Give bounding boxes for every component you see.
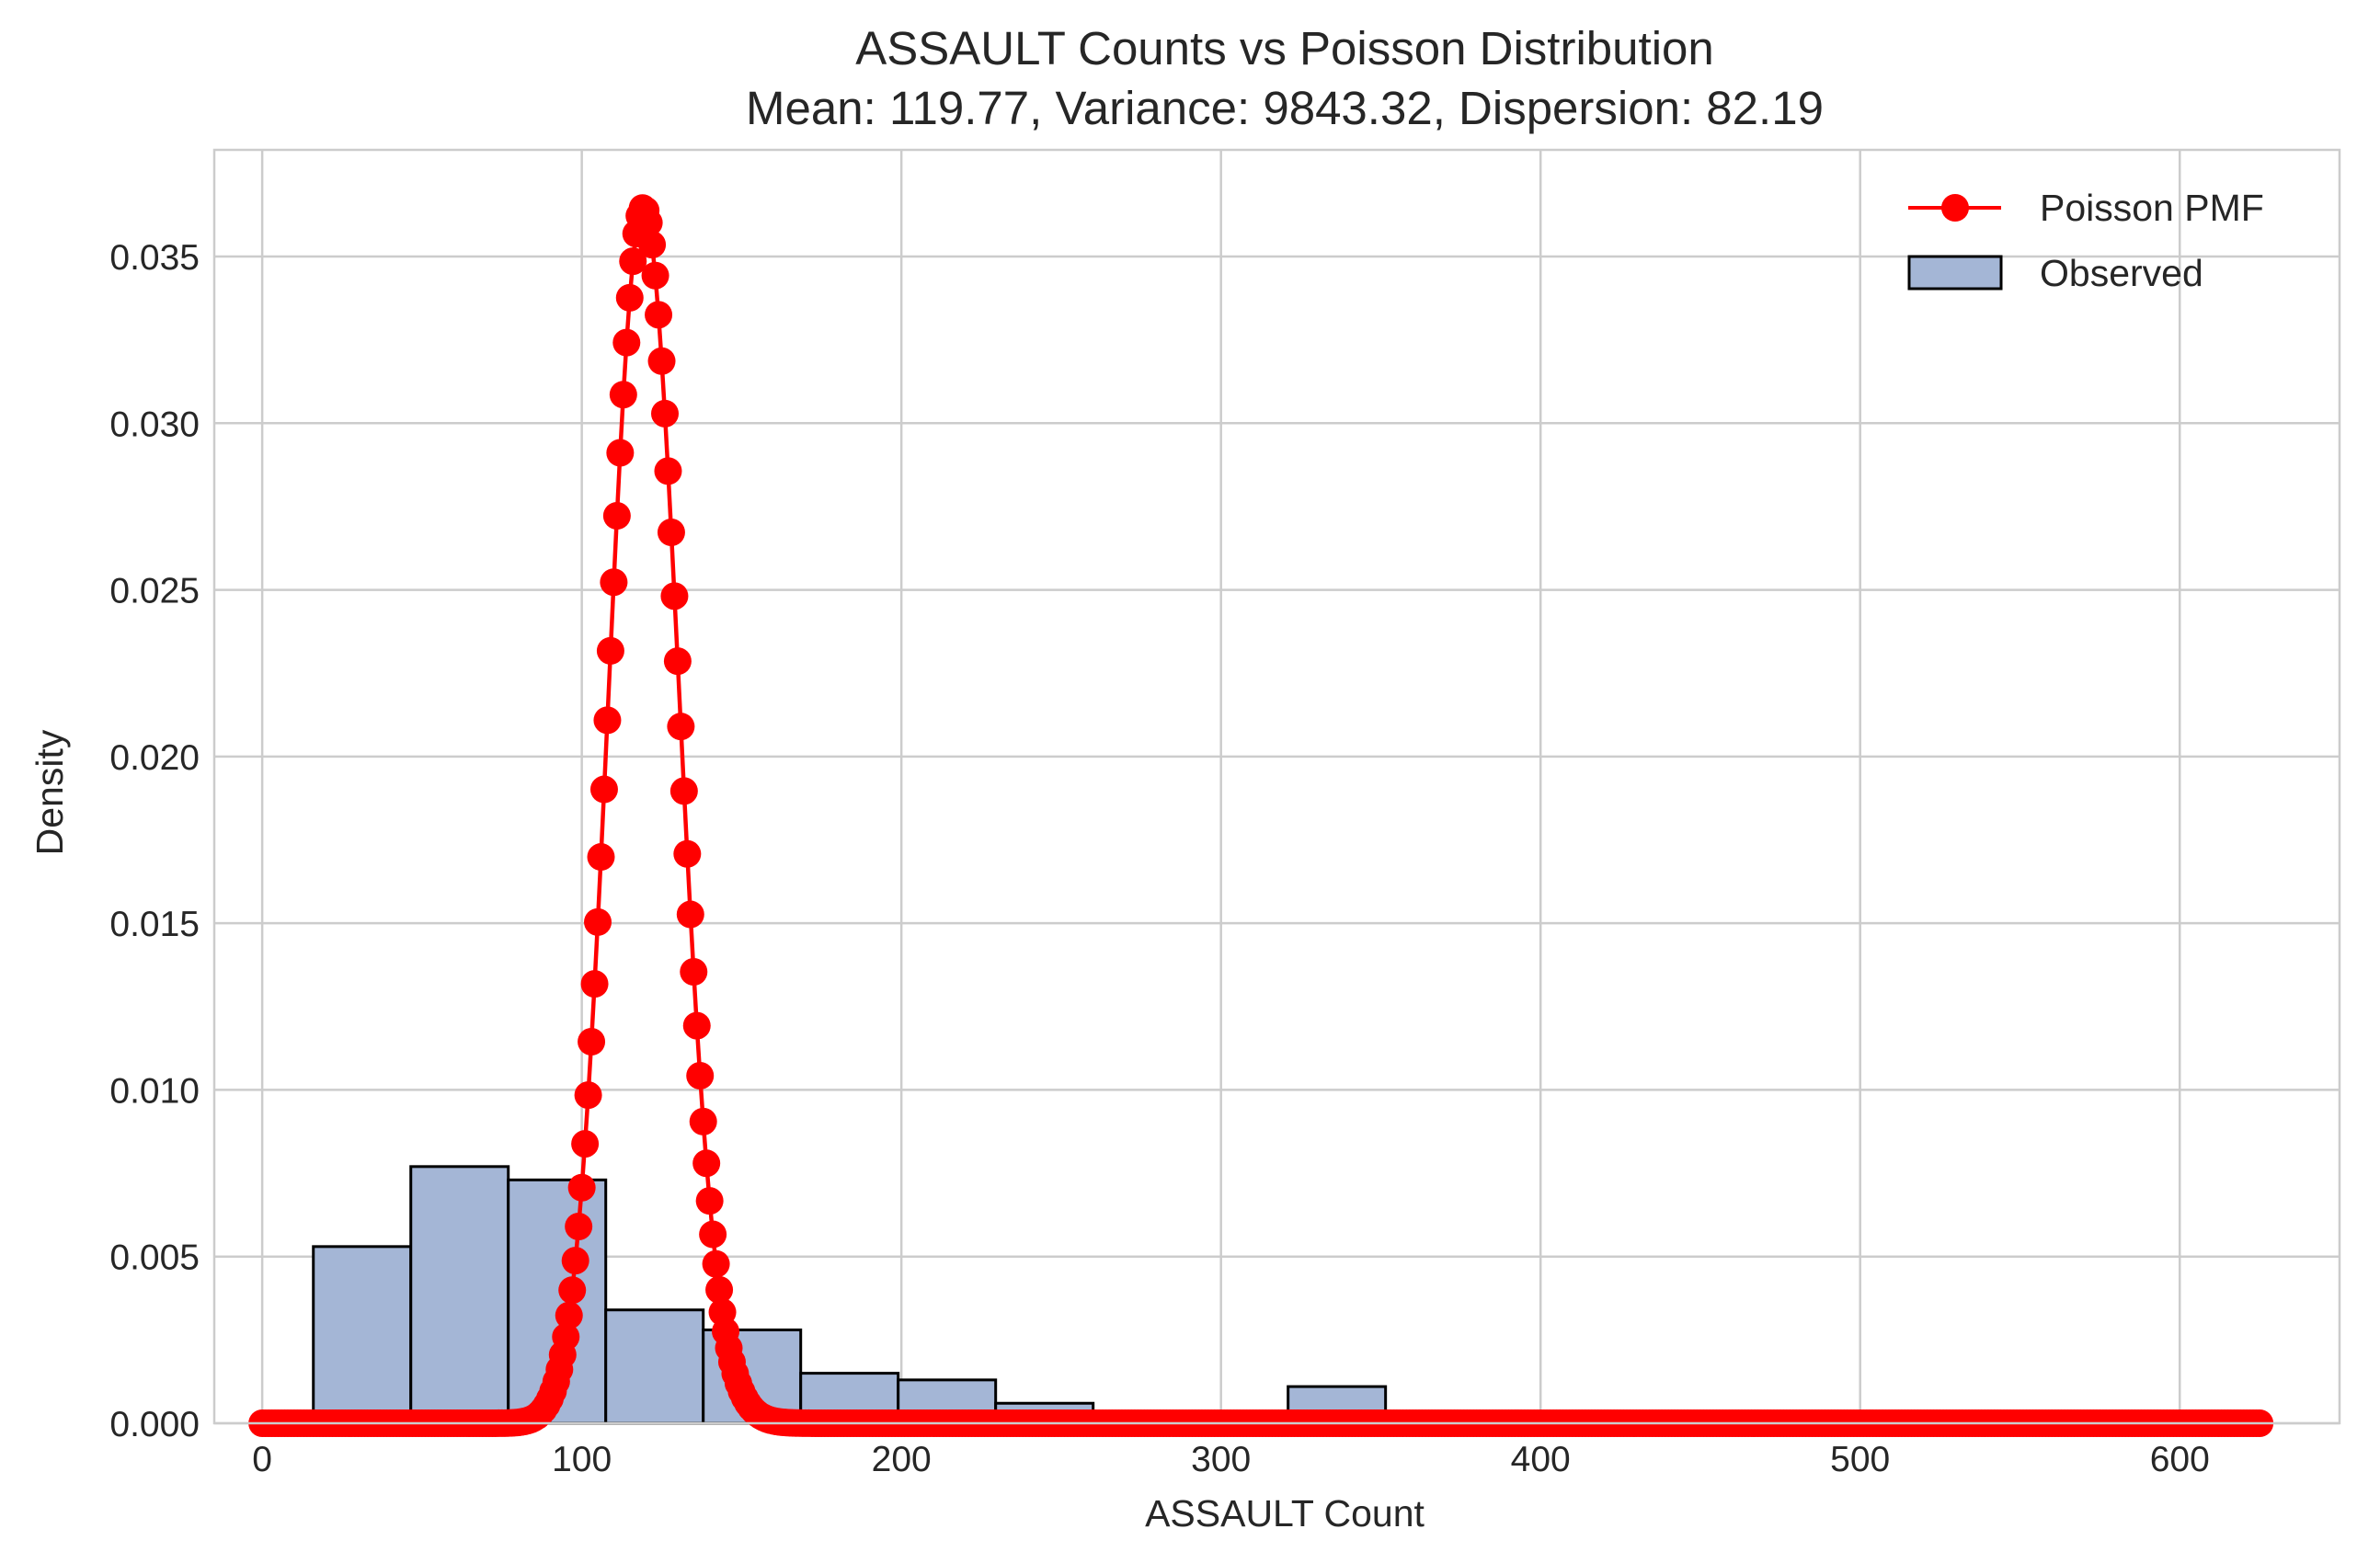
- poisson-point: [567, 1173, 596, 1202]
- poisson-point: [596, 636, 624, 665]
- poisson-point: [676, 900, 704, 929]
- poisson-point: [702, 1249, 730, 1278]
- poisson-point: [584, 907, 612, 936]
- histogram-bar: [409, 1165, 510, 1425]
- poisson-point: [673, 839, 702, 868]
- poisson-point: [638, 231, 667, 259]
- poisson-point: [565, 1213, 593, 1241]
- poisson-point: [695, 1187, 724, 1215]
- histogram-bar: [604, 1308, 705, 1425]
- x-tick-label: 300: [1191, 1440, 1251, 1479]
- y-tick-label: 0.000: [109, 1405, 200, 1444]
- poisson-point: [669, 777, 698, 805]
- poisson-point: [615, 283, 644, 312]
- x-tick-label: 100: [552, 1440, 612, 1479]
- poisson-point: [600, 568, 628, 597]
- poisson-point: [682, 1011, 711, 1040]
- poisson-point: [555, 1301, 583, 1329]
- poisson-point: [578, 1028, 606, 1056]
- x-tick-label: 400: [1511, 1440, 1571, 1479]
- poisson-point: [571, 1130, 600, 1158]
- x-axis-title: ASSAULT Count: [1145, 1492, 1425, 1534]
- y-tick-label: 0.010: [109, 1071, 200, 1111]
- poisson-point: [692, 1149, 721, 1178]
- x-tick-label: 600: [2150, 1440, 2210, 1479]
- y-tick-label: 0.020: [109, 738, 200, 778]
- poisson-point: [699, 1220, 727, 1249]
- x-tick-label: 500: [1830, 1440, 1890, 1479]
- poisson-point: [589, 775, 618, 804]
- x-axis-ticks: 0 100 200 300 400 500 600: [252, 1440, 2210, 1479]
- y-tick-label: 0.025: [109, 572, 200, 611]
- poisson-point: [667, 713, 695, 741]
- poisson-point: [561, 1247, 589, 1275]
- poisson-point: [635, 209, 663, 237]
- poisson-point: [660, 582, 689, 610]
- poisson-point: [609, 381, 637, 409]
- y-tick-label: 0.035: [109, 238, 200, 278]
- poisson-point: [606, 439, 635, 467]
- poisson-point: [680, 957, 708, 986]
- poisson-point: [651, 399, 679, 428]
- x-tick-label: 200: [872, 1440, 932, 1479]
- poisson-point: [587, 843, 615, 872]
- poisson-point: [647, 347, 676, 375]
- legend-label-observed: Observed: [2040, 252, 2203, 294]
- poisson-point: [552, 1323, 580, 1352]
- chart-subtitle: Mean: 119.77, Variance: 9843.32, Dispers…: [746, 82, 1824, 134]
- legend: Poisson PMF Observed: [1907, 187, 2264, 294]
- poisson-point: [619, 247, 647, 276]
- poisson-point: [705, 1275, 734, 1304]
- plot-frame: [212, 148, 2341, 1425]
- poisson-point: [686, 1061, 715, 1090]
- histogram-bar: [312, 1245, 413, 1425]
- legend-observed-swatch: [1907, 255, 2003, 291]
- poisson-point: [663, 647, 692, 676]
- x-tick-label: 0: [252, 1440, 272, 1479]
- poisson-point: [641, 261, 669, 290]
- poisson-point: [593, 706, 622, 735]
- poisson-point: [558, 1276, 587, 1305]
- poisson-point: [654, 457, 682, 485]
- y-axis-ticks: 0.000 0.005 0.010 0.015 0.020 0.025 0.030 0.035: [109, 238, 200, 1444]
- chart-title: ASSAULT Counts vs Poisson Distribution: [855, 22, 1714, 74]
- legend-poisson-marker: [1941, 194, 1969, 222]
- y-tick-label: 0.030: [109, 405, 200, 444]
- poisson-point: [574, 1081, 602, 1110]
- poisson-point: [580, 970, 609, 998]
- poisson-point: [612, 328, 641, 357]
- poisson-point: [689, 1107, 717, 1135]
- y-tick-label: 0.005: [109, 1238, 200, 1278]
- legend-label-poisson: Poisson PMF: [2040, 187, 2264, 229]
- poisson-point: [602, 501, 631, 530]
- y-tick-label: 0.015: [109, 905, 200, 944]
- poisson-point: [645, 301, 673, 329]
- y-axis-title: Density: [29, 729, 71, 855]
- poisson-point: [657, 518, 685, 546]
